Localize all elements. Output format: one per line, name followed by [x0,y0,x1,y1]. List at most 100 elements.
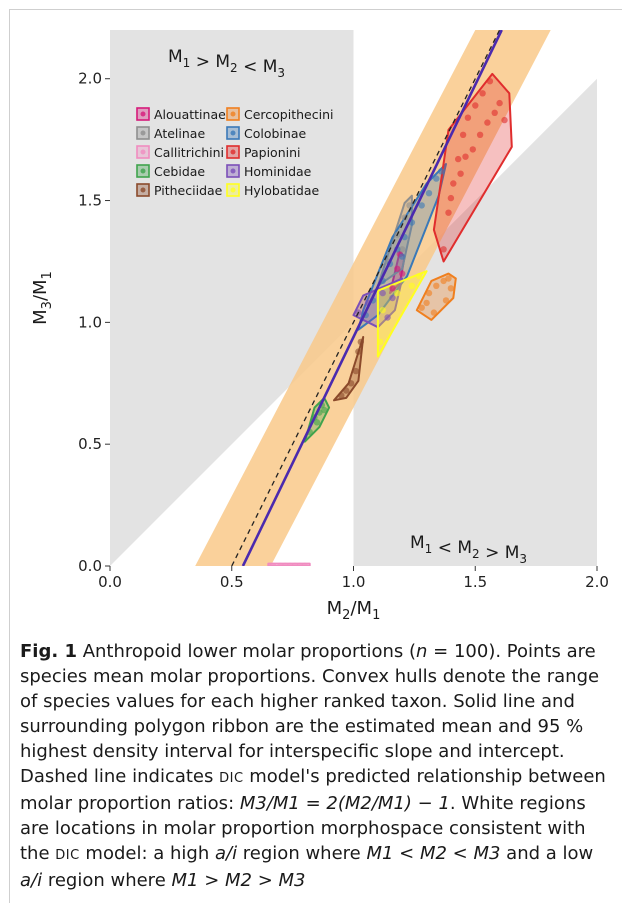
legend-label-cebidae: Cebidae [154,164,205,179]
mean-regression-line [241,30,503,566]
x-tick-label: 2.0 [585,573,609,591]
point-hylobatidae [408,282,416,289]
y-axis-label: M3/M1 [30,271,55,325]
point-callitrichini [296,562,304,566]
point-papionini [486,78,494,85]
point-pitheciidae [357,338,364,346]
point-pitheciidae [347,380,355,387]
point-colobinae [425,190,433,197]
x-tick-label: 1.0 [342,573,366,591]
point-papionini [496,99,503,107]
point-papionini [445,209,452,216]
point-hominidae [389,294,396,302]
x-axis-label: M2/M1 [327,598,381,623]
point-papionini [455,155,462,163]
legend-label-papionini: Papionini [244,145,300,160]
legend-label-colobinae: Colobinae [244,126,306,141]
molar-proportions-chart: M1 > M2 < M3 M1 < M2 > M3 0.0 0.5 1.0 1.5 2.0… [30,30,609,623]
point-cebidae [321,406,328,414]
caption-part: model's predicted relationship between m… [20,766,606,814]
point-papionini [464,114,472,121]
point-cercopithecini [445,275,452,282]
point-colobinae [438,168,445,175]
point-cercopithecini [430,309,438,316]
legend-dot-cebidae [140,168,146,174]
point-hylobatidae [394,289,401,297]
point-callitrichini [282,562,289,566]
point-colobinae [418,202,425,209]
point-cebidae [313,419,321,426]
point-hominidae [379,289,386,297]
point-pitheciidae [352,367,360,375]
point-callitrichini [291,562,299,566]
caption-part: DIC [219,771,244,786]
caption-part: = 100). Points are species mean molar pr… [20,641,600,787]
caption-part: a/i [20,870,43,891]
point-papionini [457,170,464,177]
legend-dot-hominidae [230,168,236,174]
legend-dot-cercopithecini [230,111,236,117]
legend-label-pitheciidae: Pitheciidae [154,183,223,198]
point-papionini [501,116,508,124]
legend-dot-hylobatidae [230,187,236,193]
point-papionini [491,109,498,117]
point-alouattinae [389,285,396,292]
point-cercopithecini [447,285,455,292]
dic-prediction-line [231,30,501,566]
legend-dot-papionini [230,149,236,155]
point-papionini [484,119,491,126]
caption-part: M3/M1 = 2(M2/M1) − 1 [239,793,450,814]
legend-label-alouattinae: Alouattinae [154,107,226,122]
hull-cercopithecini [415,272,457,321]
point-pitheciidae [338,392,345,399]
region-m2-low [110,30,354,566]
figure-frame [9,9,622,903]
legend-dot-atelinae [140,130,146,136]
point-pitheciidae [355,348,362,355]
caption-part: DIC [55,848,80,863]
point-callitrichini [277,562,284,566]
point-atelinae [399,246,406,253]
point-callitrichini [269,562,277,566]
point-papionini [476,131,484,138]
point-cercopithecini [423,299,430,307]
point-alouattinae [394,265,401,272]
point-papionini [469,146,476,153]
point-hylobatidae [416,272,423,280]
point-cercopithecini [433,282,440,289]
point-papionini [459,131,467,138]
caption-part: model: a high [79,843,215,864]
x-tick-label: 1.5 [463,573,487,591]
region-m2-high [353,78,597,566]
legend-label-cercopithecini: Cercopithecini [244,107,333,122]
caption-part: M1 < M2 < M3 [366,843,501,864]
y-tick-label: 1.5 [78,192,102,210]
point-hylobatidae [377,338,384,346]
point-papionini [447,194,455,202]
point-colobinae [433,175,440,182]
point-papionini [440,246,447,253]
y-tick-label: 0.0 [78,557,102,575]
caption-part: M1 > M2 > M3 [171,870,306,891]
legend-dot-callitrichini [140,149,146,155]
point-papionini [472,102,479,109]
point-cercopithecini [418,304,425,311]
legend-dot-pitheciidae [140,187,146,193]
figure-caption: Fig. 1 Anthropoid lower molar proportion… [20,639,618,893]
caption-part: region where [42,870,172,891]
point-cercopithecini [442,297,450,304]
point-hominidae [384,314,391,321]
y-tick-label: 0.5 [78,435,102,453]
point-colobinae [399,253,406,260]
legend-label-hylobatidae: Hylobatidae [244,183,319,198]
y-tick-label: 2.0 [78,70,102,88]
caption-part: . White regions are locations in molar p… [20,793,586,864]
point-papionini [462,153,469,160]
point-cercopithecini [440,277,447,285]
point-pitheciidae [343,387,350,394]
caption-label: Fig. 1 [20,641,77,662]
caption-part: n [416,641,428,662]
point-atelinae [406,202,413,209]
point-hylobatidae [379,307,386,314]
legend-dot-colobinae [230,130,236,136]
